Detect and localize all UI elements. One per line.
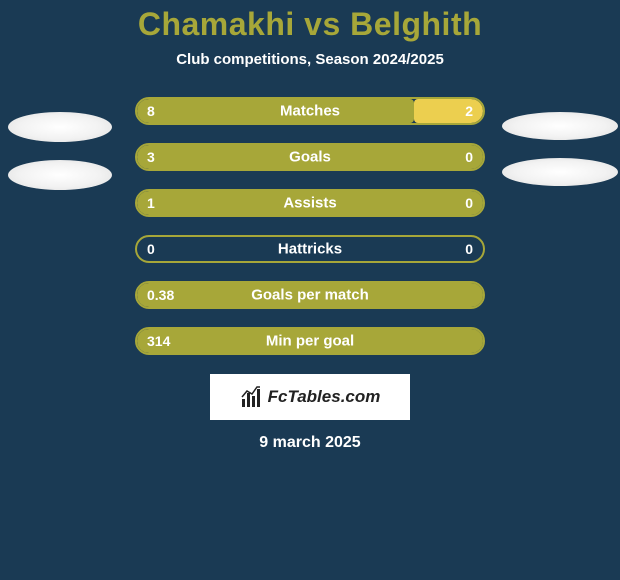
stat-label: Goals per match — [251, 287, 369, 304]
stat-value-right: 0 — [465, 195, 473, 211]
stat-value-right: 2 — [465, 103, 473, 119]
stat-row: 0.38 Goals per match — [0, 272, 620, 318]
stat-value-right: 0 — [465, 241, 473, 257]
stat-value-left: 0.38 — [147, 287, 174, 303]
infographic-container: Chamakhi vs Belghith Club competitions, … — [0, 0, 620, 580]
logo-badge: FcTables.com — [210, 374, 410, 420]
stats-area: 8 2 Matches 3 0 Goals 1 0 Assists 0 0 Hattricks 0.38… — [0, 88, 620, 364]
bar-chart-icon — [240, 385, 264, 409]
stat-label: Hattricks — [278, 241, 342, 258]
stat-label: Goals — [289, 149, 331, 166]
stat-bar: 3 0 Goals — [135, 143, 485, 171]
stat-value-left: 0 — [147, 241, 155, 257]
stat-value-left: 314 — [147, 333, 170, 349]
stat-row: 3 0 Goals — [0, 134, 620, 180]
bar-left-fill — [137, 99, 414, 123]
stat-bar: 0 0 Hattricks — [135, 235, 485, 263]
footer-date: 9 march 2025 — [259, 434, 360, 452]
page-subtitle: Club competitions, Season 2024/2025 — [176, 51, 444, 68]
stat-row: 8 2 Matches — [0, 88, 620, 134]
logo-text: FcTables.com — [268, 387, 381, 407]
stat-value-left: 3 — [147, 149, 155, 165]
stat-label: Matches — [280, 103, 340, 120]
stat-value-left: 8 — [147, 103, 155, 119]
stat-bar: 314 Min per goal — [135, 327, 485, 355]
stat-row: 314 Min per goal — [0, 318, 620, 364]
stat-row: 1 0 Assists — [0, 180, 620, 226]
stat-value-left: 1 — [147, 195, 155, 211]
page-title: Chamakhi vs Belghith — [138, 6, 482, 43]
stat-bar: 0.38 Goals per match — [135, 281, 485, 309]
stat-value-right: 0 — [465, 149, 473, 165]
stat-bar: 1 0 Assists — [135, 189, 485, 217]
stat-label: Assists — [283, 195, 336, 212]
stat-bar: 8 2 Matches — [135, 97, 485, 125]
stat-row: 0 0 Hattricks — [0, 226, 620, 272]
stat-label: Min per goal — [266, 333, 354, 350]
